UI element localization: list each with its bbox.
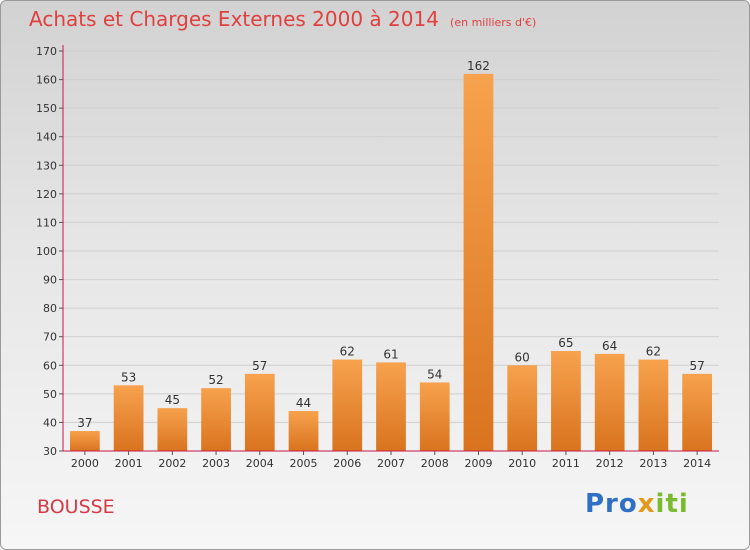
x-tick-label: 2004 — [246, 457, 274, 470]
y-tick-label: 160 — [36, 74, 57, 87]
bar-value-label: 53 — [121, 370, 136, 384]
bar-value-label: 60 — [515, 350, 530, 364]
bar — [551, 351, 581, 451]
y-tick-label: 110 — [36, 216, 57, 229]
y-tick-label: 140 — [36, 131, 57, 144]
y-tick-label: 50 — [43, 388, 57, 401]
bar-value-label: 64 — [602, 339, 617, 353]
bar-value-label: 65 — [558, 336, 573, 350]
x-tick-label: 2005 — [290, 457, 318, 470]
bar-value-label: 62 — [646, 345, 661, 359]
bar — [69, 431, 100, 451]
bar — [419, 382, 450, 451]
bar-value-label: 54 — [427, 367, 442, 381]
chart-title: Achats et Charges Externes 2000 à 2014 — [29, 7, 439, 31]
logo-part-2: x — [637, 489, 656, 519]
bar-value-label: 57 — [252, 359, 267, 373]
bar-value-label: 61 — [383, 347, 398, 361]
bar-value-label: 45 — [165, 393, 180, 407]
x-tick-label: 2002 — [158, 457, 186, 470]
bar — [376, 362, 406, 451]
x-tick-label: 2011 — [552, 457, 580, 470]
y-tick-label: 60 — [43, 359, 57, 372]
bar — [201, 388, 231, 451]
y-tick-label: 90 — [43, 274, 57, 287]
y-tick-label: 120 — [36, 188, 57, 201]
x-tick-label: 2007 — [377, 457, 405, 470]
x-tick-label: 2012 — [596, 457, 624, 470]
bar — [463, 73, 494, 451]
x-tick-label: 2001 — [115, 457, 143, 470]
bar — [638, 359, 669, 451]
x-tick-label: 2000 — [71, 457, 99, 470]
chart-unit: (en milliers d'€) — [450, 16, 537, 29]
bar-value-label: 52 — [208, 373, 223, 387]
y-tick-label: 30 — [43, 445, 57, 458]
y-tick-label: 130 — [36, 159, 57, 172]
bar-value-label: 57 — [689, 359, 704, 373]
x-tick-label: 2014 — [683, 457, 711, 470]
logo-part-1: Pro — [585, 489, 638, 519]
place-name: BOUSSE — [37, 496, 115, 518]
x-tick-label: 2008 — [421, 457, 449, 470]
x-tick-label: 2009 — [464, 457, 492, 470]
chart-title-block: Achats et Charges Externes 2000 à 2014 (… — [29, 7, 536, 31]
y-tick-label: 70 — [43, 331, 57, 344]
bar — [682, 373, 713, 451]
bar-value-label: 62 — [340, 345, 355, 359]
bar — [507, 365, 538, 451]
y-tick-label: 170 — [36, 45, 57, 58]
x-tick-label: 2010 — [508, 457, 536, 470]
bar-value-label: 37 — [77, 416, 92, 430]
proxiti-logo: Proxiti — [585, 489, 689, 519]
bar — [594, 353, 625, 451]
y-tick-label: 100 — [36, 245, 57, 258]
bar — [244, 373, 275, 451]
bar-value-label: 44 — [296, 396, 311, 410]
bar — [157, 408, 188, 451]
y-tick-label: 80 — [43, 302, 57, 315]
bar — [332, 359, 363, 451]
y-tick-label: 150 — [36, 102, 57, 115]
logo-part-3: iti — [655, 489, 689, 519]
x-tick-label: 2013 — [639, 457, 667, 470]
bar — [288, 411, 319, 451]
bar-value-label: 162 — [467, 59, 490, 73]
x-tick-label: 2006 — [333, 457, 361, 470]
y-tick-label: 40 — [43, 416, 57, 429]
x-tick-label: 2003 — [202, 457, 230, 470]
bar — [113, 385, 144, 451]
